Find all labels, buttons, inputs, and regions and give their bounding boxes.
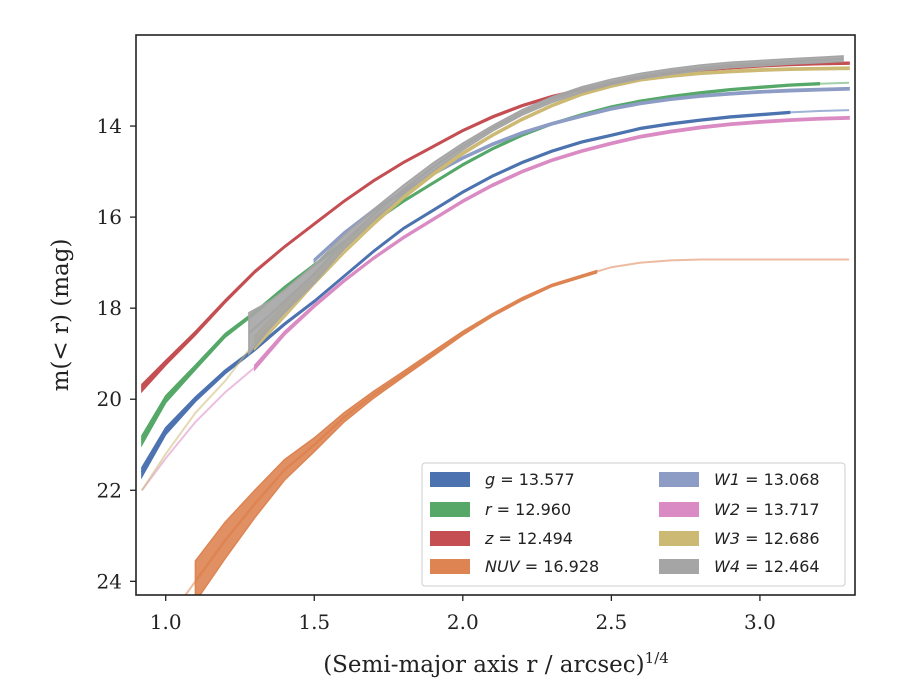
series-curve-measured bbox=[194, 270, 597, 583]
x-axis-label-exponent: 1/4 bbox=[645, 649, 669, 667]
legend-label: W4 = 12.464 bbox=[714, 557, 820, 576]
legend-swatch bbox=[659, 559, 699, 574]
legend-frame bbox=[421, 462, 846, 587]
legend-band: g bbox=[485, 470, 495, 489]
x-tick-label: 1.5 bbox=[298, 610, 330, 634]
series-curve-extended bbox=[141, 109, 850, 473]
y-tick-label: 14 bbox=[97, 114, 122, 138]
legend-item-r: r = 12.960 bbox=[430, 500, 571, 519]
legend-item-z: z = 12.494 bbox=[430, 529, 573, 548]
x-tick-label: 1.0 bbox=[150, 610, 182, 634]
legend-label: NUV = 16.928 bbox=[485, 557, 599, 576]
series-r bbox=[140, 81, 850, 448]
x-axis-label: (Semi-major axis r / arcsec)1/4 bbox=[323, 649, 669, 678]
series-curve-extended bbox=[141, 81, 850, 441]
legend-swatch bbox=[430, 559, 470, 574]
legend-swatch bbox=[659, 472, 699, 487]
series-uncertainty-band bbox=[141, 61, 850, 394]
series-layer bbox=[140, 55, 850, 595]
legend-band: W3 bbox=[714, 529, 740, 548]
legend-item-g: g = 13.577 bbox=[430, 470, 575, 489]
plot-frame bbox=[135, 34, 856, 596]
legend-label: z = 12.494 bbox=[484, 529, 573, 548]
legend-swatch bbox=[430, 502, 470, 517]
series-w2 bbox=[141, 115, 850, 491]
y-axis-label: m(< r) (mag) bbox=[48, 239, 74, 392]
series-w4 bbox=[248, 55, 844, 356]
legend-item-w1: W1 = 13.068 bbox=[659, 470, 820, 489]
legend-band: W2 bbox=[714, 500, 740, 519]
series-curve-extended bbox=[141, 62, 850, 389]
legend-value: 12.686 bbox=[764, 529, 820, 548]
legend-item-w2: W2 = 13.717 bbox=[659, 500, 820, 519]
legend-value: 12.464 bbox=[764, 557, 820, 576]
series-uncertainty-band bbox=[248, 55, 844, 356]
legend-swatch bbox=[430, 472, 470, 487]
legend-label: W3 = 12.686 bbox=[714, 529, 820, 548]
legend-band: NUV bbox=[485, 557, 521, 576]
legend-label: W1 = 13.068 bbox=[714, 470, 820, 489]
x-axis: 1.0 1.5 2.0 2.5 3.0 bbox=[150, 595, 776, 634]
legend-band: W4 bbox=[714, 557, 740, 576]
legend-item-w3: W3 = 12.686 bbox=[659, 529, 820, 548]
x-tick-label: 3.0 bbox=[744, 610, 776, 634]
legend-value: 13.068 bbox=[764, 470, 820, 489]
y-axis: 14 16 18 20 22 24 bbox=[97, 114, 136, 593]
legend-swatch bbox=[659, 531, 699, 546]
y-tick-label: 20 bbox=[97, 387, 122, 411]
legend-swatch bbox=[430, 531, 470, 546]
x-tick-label: 2.5 bbox=[595, 610, 627, 634]
y-tick-label: 18 bbox=[97, 296, 122, 320]
legend-value: 12.494 bbox=[517, 529, 573, 548]
series-uncertainty-band bbox=[141, 110, 791, 480]
legend-band: r bbox=[485, 500, 493, 519]
legend-value: 13.717 bbox=[764, 500, 820, 519]
series-z bbox=[141, 61, 850, 394]
series-curve-measured bbox=[253, 67, 850, 344]
y-tick-label: 22 bbox=[97, 478, 122, 502]
legend: g = 13.577 r = 12.960 z = 12.494 NUV = 16.9… bbox=[421, 462, 846, 587]
y-tick-label: 16 bbox=[97, 205, 122, 229]
legend-value: 16.928 bbox=[543, 557, 599, 576]
x-tick-label: 2.0 bbox=[447, 610, 479, 634]
series-curve-measured bbox=[140, 111, 790, 473]
legend-value: 12.960 bbox=[515, 500, 571, 519]
series-curve-measured bbox=[253, 116, 850, 369]
legend-item-nuv: NUV = 16.928 bbox=[430, 557, 599, 576]
legend-value: 13.577 bbox=[519, 470, 575, 489]
legend-label: W2 = 13.717 bbox=[714, 500, 820, 519]
series-curve-measured bbox=[141, 62, 850, 389]
series-curve-measured bbox=[248, 57, 844, 335]
legend-swatch bbox=[659, 502, 699, 517]
legend-band: z bbox=[484, 529, 494, 548]
y-tick-label: 24 bbox=[97, 569, 122, 593]
legend-item-w4: W4 = 12.464 bbox=[659, 557, 820, 576]
series-nuv bbox=[184, 258, 850, 595]
legend-label: g = 13.577 bbox=[485, 470, 575, 489]
legend-band: W1 bbox=[714, 470, 740, 489]
series-uncertainty-band bbox=[254, 66, 850, 351]
series-g bbox=[140, 109, 850, 480]
legend-label: r = 12.960 bbox=[485, 500, 571, 519]
